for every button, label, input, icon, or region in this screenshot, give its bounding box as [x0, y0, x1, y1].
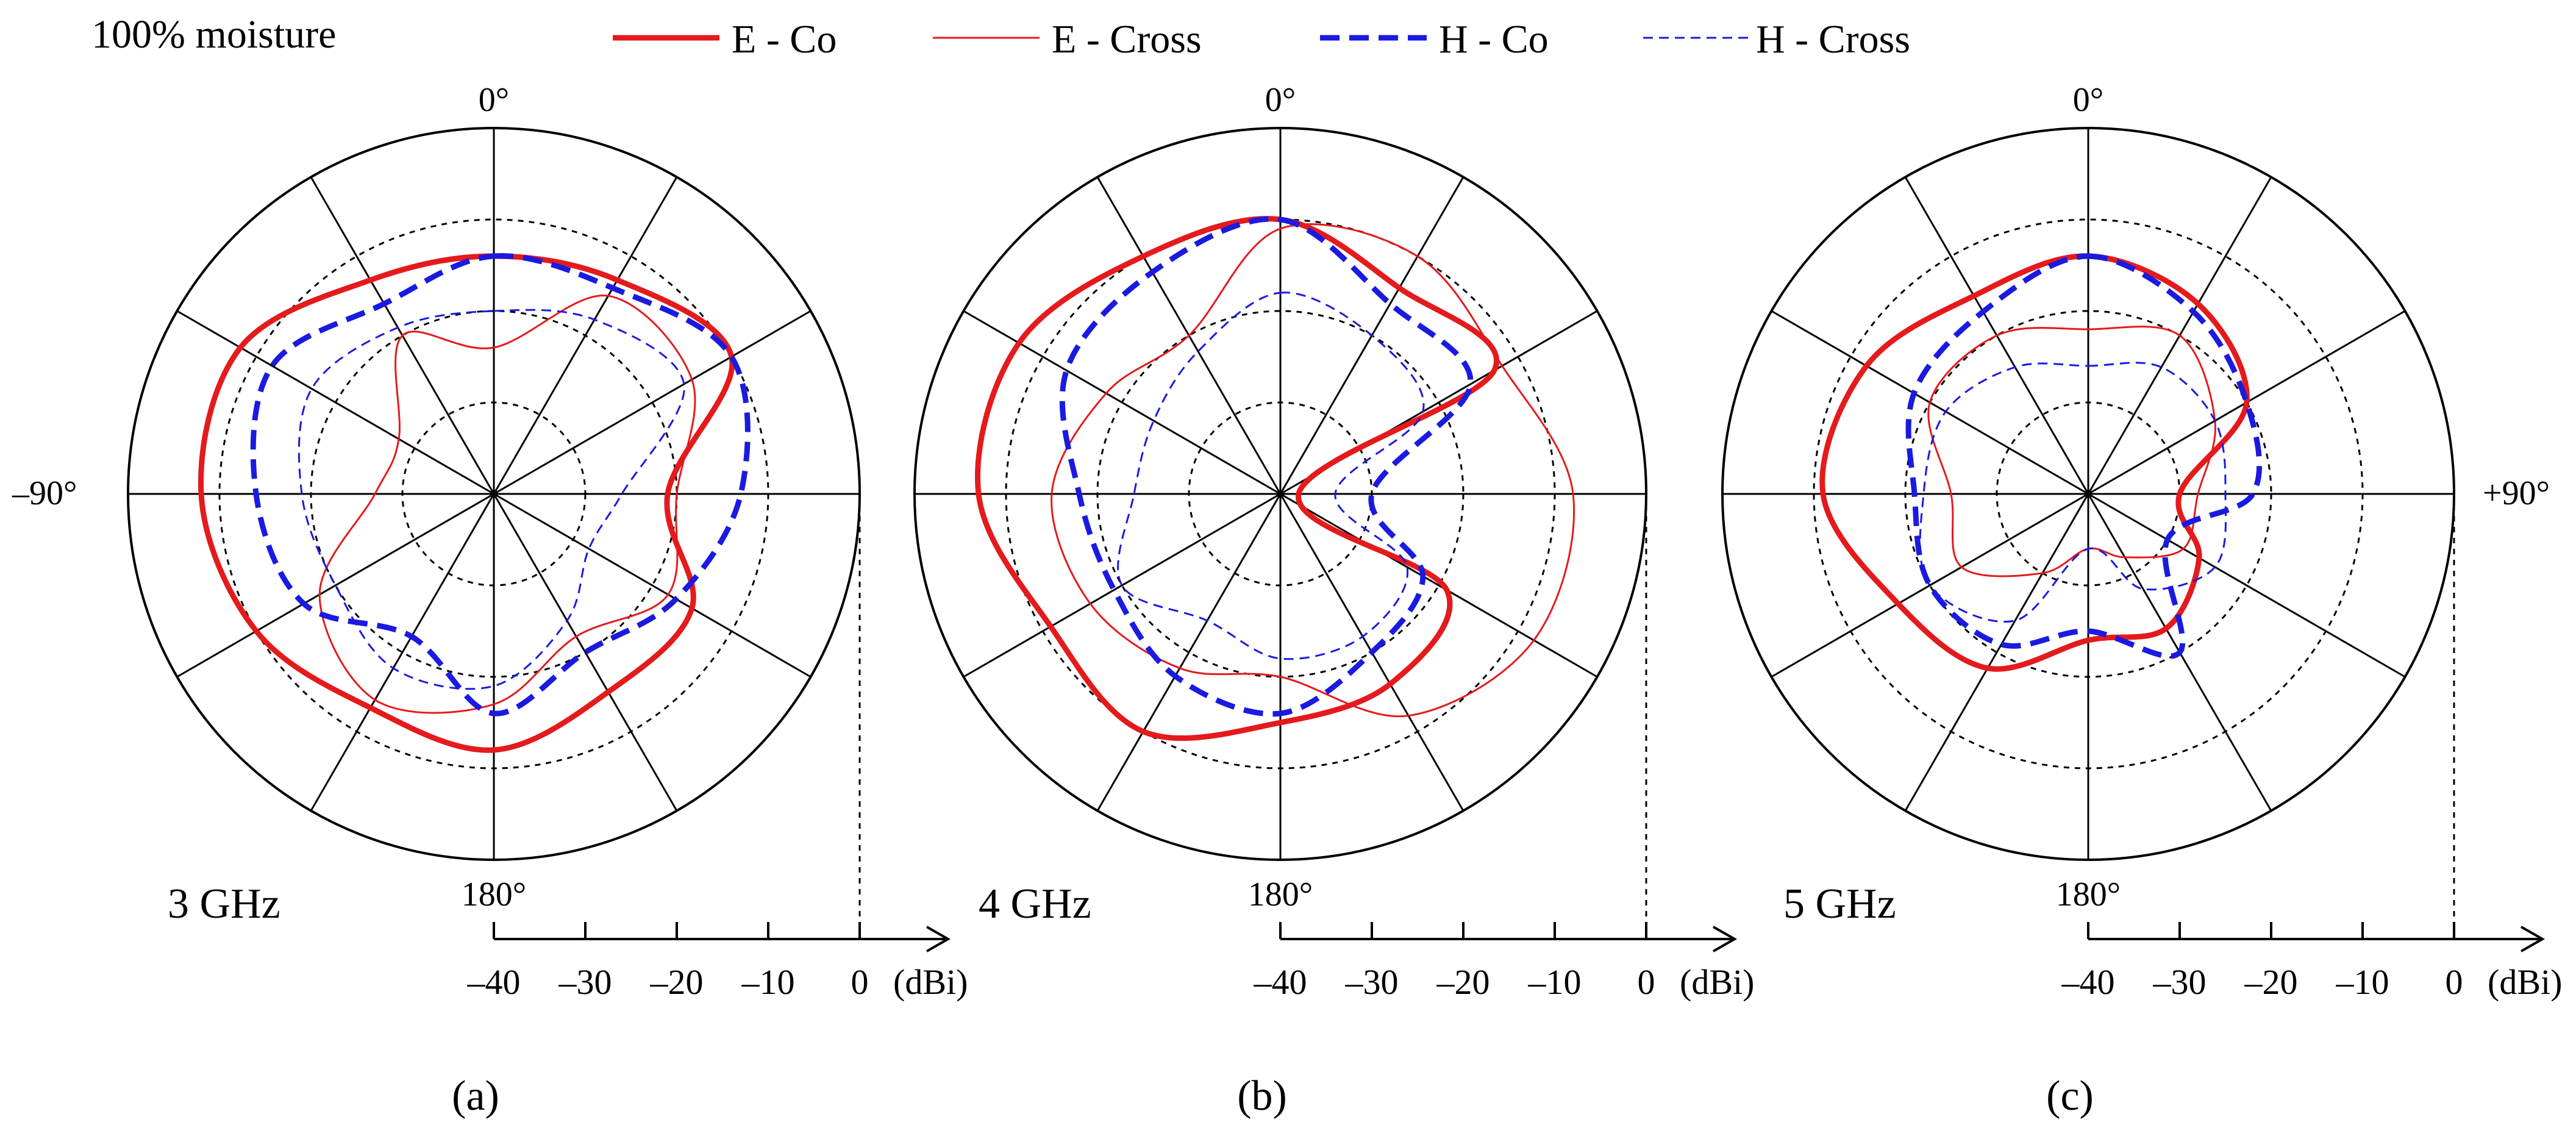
dbi-scale-axis: –40 –30 –20 –10 0 (dBi)	[467, 494, 968, 1002]
frequency-label-4ghz: 4 GHz	[979, 881, 1091, 927]
scale-tick-label: –40	[1254, 962, 1307, 1002]
pattern-series-group	[198, 253, 751, 753]
scale-tick-label: 0	[2446, 962, 2463, 1002]
series-e-co	[974, 216, 1499, 741]
frequency-label-3ghz: 3 GHz	[168, 881, 280, 927]
series-h-co	[1059, 216, 1474, 717]
grid-spoke	[1771, 493, 2089, 678]
scale-axis-arrow	[2521, 926, 2546, 952]
legend: E - Co E - Cross H - Co H - Cross	[613, 17, 1910, 62]
condition-label: 100% moisture	[91, 12, 336, 57]
subplot-label-b: (b)	[1237, 1073, 1287, 1120]
angle-label-0: 0°	[2073, 81, 2103, 119]
grid-spoke	[1280, 493, 1598, 678]
series-h-co	[1905, 253, 2263, 659]
series-e-cross	[1927, 326, 2216, 577]
series-e-co	[1819, 253, 2250, 672]
scale-tick-label: –20	[2244, 962, 2298, 1002]
series-e-cross	[318, 295, 696, 714]
angle-label-0: 0°	[479, 81, 509, 119]
polar-panel-3ghz: 0° 180° –90° 3 GHz –40 –30 –20 –10 0 (dBi) (a…	[12, 81, 968, 1120]
series-e-co	[198, 253, 735, 753]
grid-spoke	[963, 493, 1281, 678]
grid-spoke	[310, 493, 495, 812]
polar-panel-5ghz: 0° 180° +90° 5 GHz –40 –30 –20 –10 0 (dBi) (c…	[1721, 81, 2562, 1120]
pattern-series-group	[974, 216, 1575, 741]
angle-label-plus-90: +90°	[2483, 474, 2550, 512]
scale-tick-label: –20	[1436, 962, 1490, 1002]
series-h-cross	[298, 309, 685, 690]
angle-label-minus-90: –90°	[12, 474, 77, 512]
grid-spoke	[963, 310, 1281, 495]
series-e-cross	[1051, 223, 1575, 718]
scale-unit-label: (dBi)	[2488, 962, 2562, 1002]
scale-tick-label: –20	[650, 962, 704, 1002]
angle-label-180: 180°	[1248, 876, 1313, 913]
grid-spoke	[176, 493, 494, 678]
grid-spoke	[493, 493, 812, 678]
scale-unit-label: (dBi)	[1680, 962, 1754, 1002]
scale-tick-label: –10	[1528, 962, 1582, 1002]
series-h-cross	[1117, 291, 1425, 660]
scale-tick-label: –40	[467, 962, 521, 1002]
angle-label-180: 180°	[462, 876, 526, 913]
polar-panel-4ghz: 0° 180° 4 GHz –40 –30 –20 –10 0 (dBi) (b)	[913, 81, 1754, 1120]
scale-axis-arrow	[926, 926, 951, 952]
legend-label-e-cross: E - Cross	[1052, 17, 1202, 62]
polar-grid	[913, 127, 1647, 861]
series-h-cross	[1919, 362, 2227, 623]
angle-label-0: 0°	[1265, 81, 1296, 119]
scale-tick-label: –40	[2061, 962, 2115, 1002]
polar-grid	[1721, 127, 2455, 861]
grid-spoke	[1904, 493, 2089, 812]
grid-spoke	[493, 176, 678, 495]
grid-spoke	[2088, 493, 2406, 678]
legend-label-e-co: E - Co	[732, 17, 837, 62]
scale-tick-label: –10	[2336, 962, 2389, 1002]
grid-spoke	[493, 493, 678, 812]
grid-spoke	[176, 310, 494, 495]
scale-tick-label: –10	[741, 962, 795, 1002]
scale-tick-label: 0	[851, 962, 869, 1002]
angle-label-180: 180°	[2056, 876, 2121, 913]
legend-label-h-co: H - Co	[1439, 17, 1549, 62]
pattern-series-group	[1819, 253, 2263, 672]
scale-axis-arrow	[1713, 926, 1738, 952]
scale-tick-label: –30	[558, 962, 612, 1002]
dbi-scale-axis: –40 –30 –20 –10 0 (dBi)	[1254, 494, 1754, 1002]
grid-spoke	[1096, 493, 1282, 812]
subplot-label-c: (c)	[2046, 1073, 2094, 1120]
dbi-scale-axis: –40 –30 –20 –10 0 (dBi)	[2061, 494, 2562, 1002]
legend-label-h-cross: H - Cross	[1756, 17, 1910, 62]
scale-tick-label: –30	[2153, 962, 2207, 1002]
subplot-label-a: (a)	[452, 1073, 499, 1120]
frequency-label-5ghz: 5 GHz	[1783, 881, 1896, 927]
series-h-co	[250, 253, 751, 716]
grid-spoke	[493, 310, 812, 495]
scale-tick-label: 0	[1638, 962, 1655, 1002]
scale-unit-label: (dBi)	[893, 962, 968, 1002]
scale-tick-label: –30	[1345, 962, 1399, 1002]
